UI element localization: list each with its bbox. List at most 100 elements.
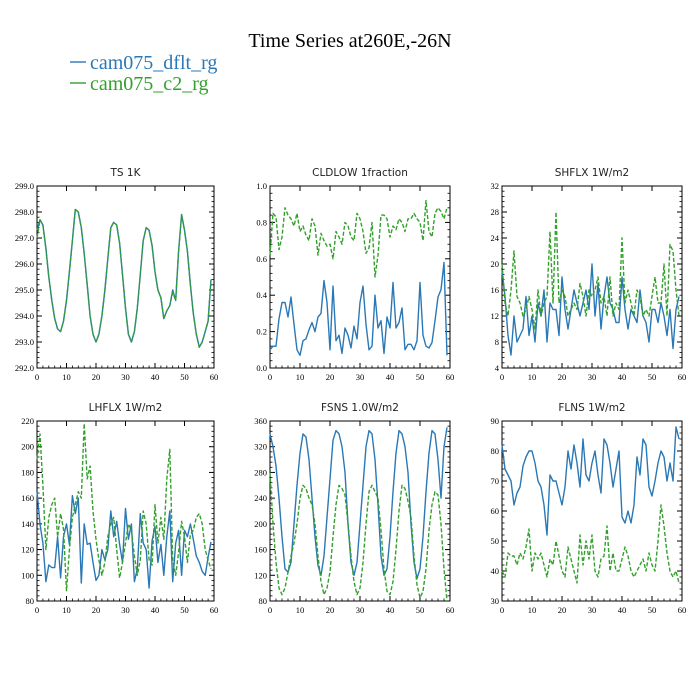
y-tick-label: 360 [254,416,267,426]
x-tick-label: 20 [326,605,335,615]
panel-title: CLDLOW 1fraction [312,167,408,179]
x-tick-label: 0 [268,605,272,615]
y-tick-label: 90 [491,416,500,426]
series-line-cam075_dflt_rg [269,427,448,580]
x-tick-label: 20 [92,372,101,382]
panel-title: SHFLX 1W/m2 [555,167,630,179]
chart-panel: FSNS 1.0W/m2 0 10 20 30 40 50 60 80 120 160 200 240 2… [254,402,454,615]
x-tick-label: 0 [500,372,504,382]
y-tick-label: 280 [254,467,267,477]
panel-title: FLNS 1W/m2 [558,402,625,414]
x-tick-label: 50 [180,372,189,382]
y-tick-label: 30 [491,596,500,606]
x-tick-label: 20 [92,605,101,615]
y-tick-label: 240 [254,493,267,503]
y-tick-label: 16 [491,285,500,295]
y-tick-label: 0.8 [256,217,267,227]
series-line-cam075_c2_rg [501,504,680,584]
x-tick-label: 10 [296,605,305,615]
y-tick-label: 293.0 [15,337,34,347]
y-tick-label: 292.0 [15,363,34,373]
series-line-cam075_c2_rg [269,472,448,602]
y-tick-label: 20 [491,259,500,269]
x-tick-label: 20 [558,605,567,615]
panels-grid: TS 1K0 10 20 30 40 50 60292.0293.0294.0295.029… [15,167,686,615]
y-tick-label: 298.0 [15,207,34,217]
y-tick-label: 180 [21,467,34,477]
y-tick-label: 120 [254,570,267,580]
y-tick-label: 0.0 [256,363,267,373]
x-tick-label: 30 [588,605,597,615]
y-tick-label: 80 [259,596,268,606]
series-line-cam075_dflt_rg [36,208,212,348]
panel-title: LHFLX 1W/m2 [89,402,163,414]
y-tick-label: 80 [26,596,35,606]
y-tick-label: 200 [254,519,267,529]
series-line-cam075_c2_rg [269,199,448,278]
x-tick-label: 40 [618,605,627,615]
series-line-cam075_dflt_rg [36,491,212,589]
y-tick-label: 28 [491,207,500,217]
x-tick-label: 30 [356,372,365,382]
y-tick-label: 320 [254,442,267,452]
plot-frame [501,185,683,369]
legend-item: cam075_dflt_rg [70,52,217,74]
x-tick-label: 60 [446,605,455,615]
y-tick-label: 160 [21,493,34,503]
x-tick-label: 10 [296,372,305,382]
figure-title: Time Series at260E,-26N [248,30,451,52]
chart-panel: SHFLX 1W/m2 0 10 20 30 40 50 60 4 8 12 16 20 24 28 32 [491,167,687,382]
plot-frame [269,185,451,369]
chart-panel: LHFLX 1W/m2 0 10 20 30 40 50 60 80 100 120 140 160 18… [21,402,218,615]
y-tick-label: 140 [21,519,34,529]
x-tick-label: 50 [416,372,425,382]
panel-title: FSNS 1.0W/m2 [321,402,399,414]
series-line-cam075_c2_rg [36,422,212,592]
y-tick-label: 40 [491,566,500,576]
x-tick-label: 0 [500,605,504,615]
y-tick-label: 295.0 [15,285,34,295]
x-tick-label: 30 [121,372,130,382]
y-tick-label: 0.4 [256,290,267,300]
x-tick-label: 40 [386,605,395,615]
x-tick-label: 0 [35,605,39,615]
series-line-cam075_dflt_rg [269,261,448,356]
plot-frame [501,420,683,602]
y-tick-label: 32 [491,181,500,191]
y-tick-label: 294.0 [15,311,34,321]
x-tick-label: 20 [558,372,567,382]
y-tick-label: 4 [495,363,500,373]
y-tick-label: 0.6 [256,254,267,264]
y-tick-label: 160 [254,545,267,555]
y-tick-label: 100 [21,570,34,580]
x-tick-label: 40 [151,605,160,615]
x-tick-label: 40 [618,372,627,382]
x-tick-label: 60 [210,372,219,382]
x-tick-label: 50 [416,605,425,615]
plot-frame [36,185,215,369]
y-tick-label: 50 [491,536,500,546]
legend-item: cam075_c2_rg [70,73,209,95]
x-tick-label: 60 [678,605,687,615]
x-tick-label: 60 [446,372,455,382]
y-tick-label: 297.0 [15,233,34,243]
series-line-cam075_dflt_rg [501,263,680,356]
y-tick-label: 120 [21,545,34,555]
y-tick-label: 60 [491,506,500,516]
chart-panel: FLNS 1W/m2 0 10 20 30 40 50 60 30 40 50 60 70 80 90 [491,402,687,615]
series-line-cam075_dflt_rg [501,426,680,536]
y-tick-label: 200 [21,442,34,452]
plot-frame [269,420,451,602]
x-tick-label: 30 [356,605,365,615]
x-tick-label: 60 [678,372,687,382]
x-tick-label: 40 [386,372,395,382]
x-tick-label: 50 [180,605,189,615]
x-tick-label: 10 [528,372,537,382]
x-tick-label: 10 [62,372,71,382]
chart-panel: TS 1K 0 10 20 30 40 50 60 292.0 293.0 294.0 295.0 29… [15,167,218,382]
y-tick-label: 1.0 [256,181,267,191]
y-tick-label: 70 [491,476,500,486]
x-tick-label: 30 [121,605,130,615]
x-tick-label: 40 [151,372,160,382]
x-tick-label: 20 [326,372,335,382]
